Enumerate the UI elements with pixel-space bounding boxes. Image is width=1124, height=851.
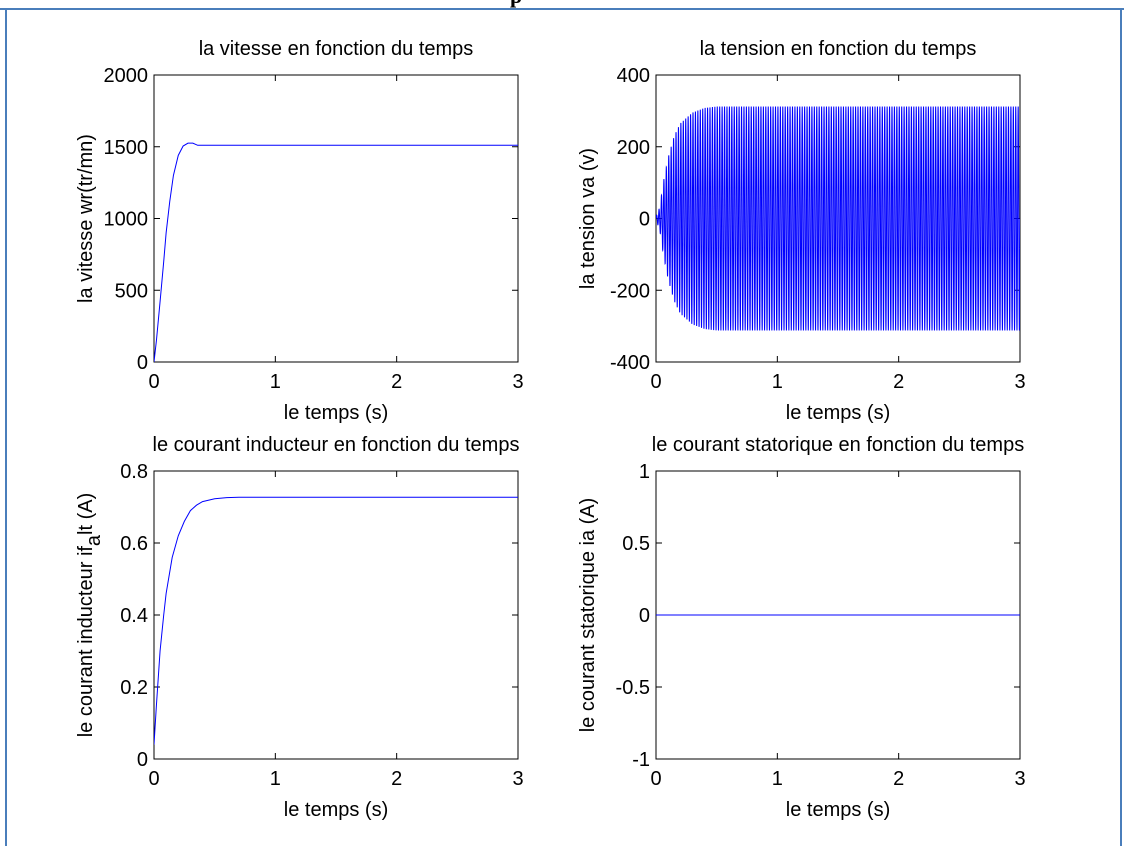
x-tick-label: 0 <box>148 371 159 393</box>
subplot-title: le courant inducteur en fonction du temp… <box>153 434 520 456</box>
axes-box <box>153 74 519 363</box>
y-tick-label: 400 <box>617 65 650 87</box>
y-tick-label: 0.2 <box>120 677 148 699</box>
subplot-3: 0 1 2 3 0 0.2 0.4 0.6 0.8le courant inducteur en… <box>75 434 524 821</box>
x-tick-label: 0 <box>650 371 661 393</box>
axes-box <box>153 470 519 760</box>
y-tick-label: 1500 <box>104 137 149 159</box>
y-tick-label: 0.8 <box>120 461 148 483</box>
header-cut-text: p <box>510 0 522 8</box>
y-tick-label: -400 <box>610 352 650 374</box>
y-axis-label: la vitesse wr(tr/mn) <box>75 134 97 303</box>
subplot-2: 0 1 2 3 -400 -200 0 200 400 la tension en fonctio… <box>577 38 1026 424</box>
y-tick-label: -0.5 <box>616 677 650 699</box>
y-tick-label: 0 <box>639 209 650 231</box>
y-tick-label: 0.5 <box>622 533 650 555</box>
y-axis-label: le courant inducteur ifalt (A) <box>75 493 105 738</box>
series-line-1 <box>154 496 518 745</box>
subplot-title: la tension en fonction du temps <box>700 38 977 60</box>
series-line-1 <box>656 106 1020 331</box>
y-tick-label: 0 <box>137 749 148 771</box>
y-tick-label: 1000 <box>104 209 149 231</box>
subplot-title: le courant statorique en fonction du tem… <box>652 434 1024 456</box>
x-tick-label: 2 <box>893 768 904 790</box>
y-tick-label: -1 <box>632 749 650 771</box>
subplot-title: la vitesse en fonction du temps <box>199 38 474 60</box>
x-tick-label: 2 <box>391 768 402 790</box>
x-tick-label: 0 <box>650 768 661 790</box>
x-tick-label: 3 <box>512 371 523 393</box>
y-axis-label: le courant statorique ia (A) <box>577 498 599 733</box>
y-tick-label: 0 <box>639 605 650 627</box>
y-tick-label: 0.6 <box>120 533 148 555</box>
y-tick-label: 0 <box>137 352 148 374</box>
y-tick-label: 0.4 <box>120 605 148 627</box>
x-tick-label: 1 <box>270 371 281 393</box>
x-axis-label: le temps (s) <box>786 402 890 424</box>
x-tick-label: 1 <box>772 371 783 393</box>
y-tick-label: 500 <box>115 280 148 302</box>
x-tick-label: 3 <box>1014 371 1025 393</box>
x-tick-label: 1 <box>270 768 281 790</box>
x-tick-label: 3 <box>1014 768 1025 790</box>
subplot-1: 0 1 2 3 0 500 1000 1500 2000 la vitesse en foncti… <box>75 38 524 424</box>
y-tick-label: 200 <box>617 137 650 159</box>
x-axis-label: le temps (s) <box>284 799 388 821</box>
x-tick-label: 2 <box>391 371 402 393</box>
x-axis-label: le temps (s) <box>284 402 388 424</box>
y-tick-label: -200 <box>610 280 650 302</box>
x-tick-label: 0 <box>148 768 159 790</box>
x-tick-label: 2 <box>893 371 904 393</box>
series-line-1 <box>154 142 518 362</box>
y-axis-label: la tension va (v) <box>577 148 599 289</box>
x-tick-label: 1 <box>772 768 783 790</box>
y-tick-label: 2000 <box>104 65 149 87</box>
y-tick-label: 1 <box>639 461 650 483</box>
x-axis-label: le temps (s) <box>786 799 890 821</box>
x-tick-label: 3 <box>512 768 523 790</box>
